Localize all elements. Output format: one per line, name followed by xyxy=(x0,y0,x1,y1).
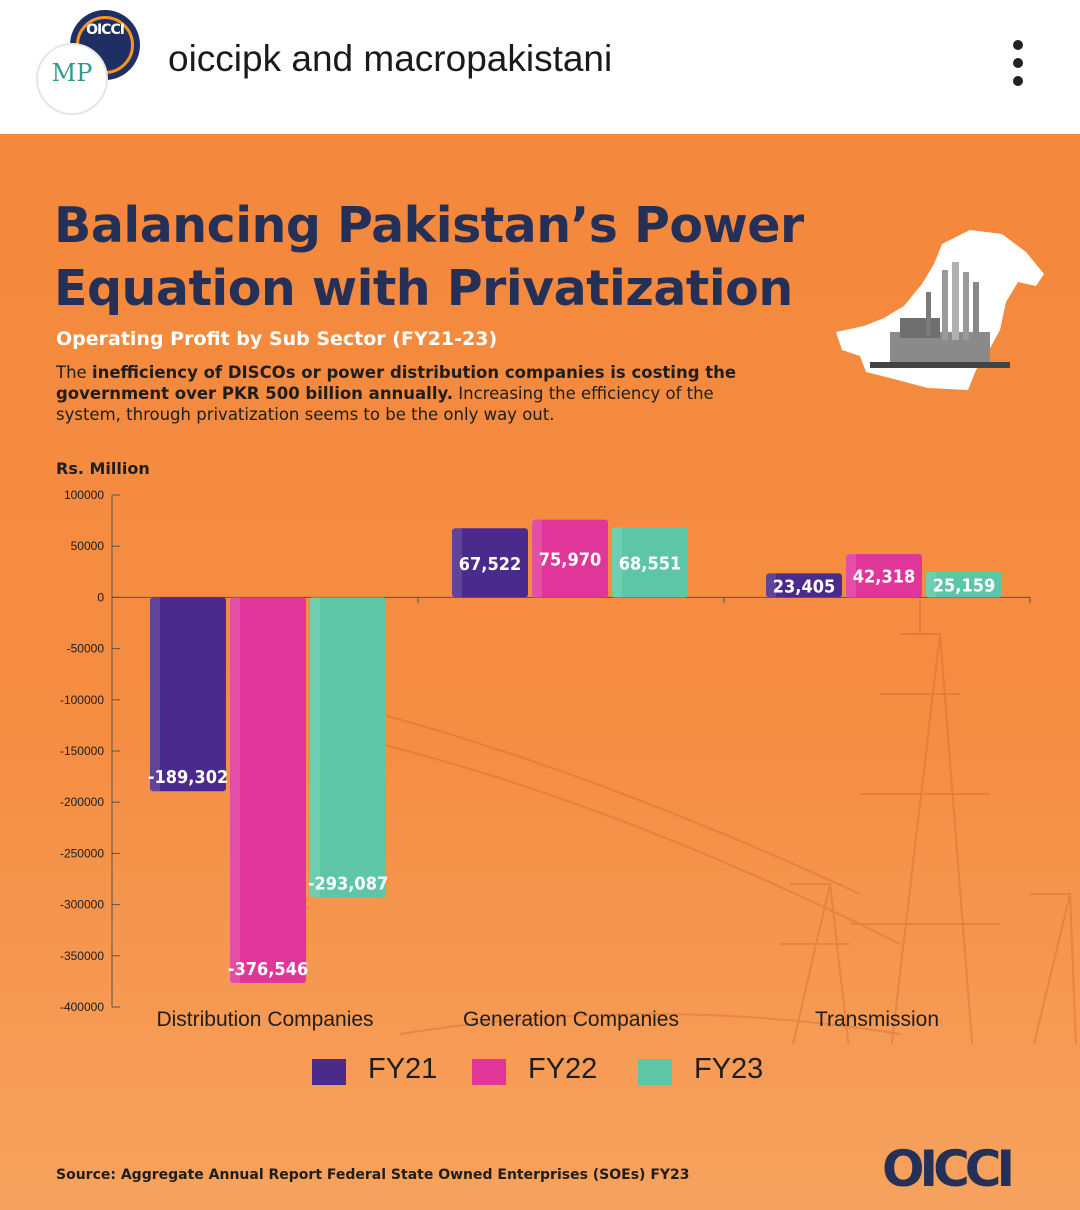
bar-value-label: 75,970 xyxy=(539,550,602,571)
legend-label: FY21 xyxy=(368,1053,438,1085)
legend-label: FY23 xyxy=(694,1053,764,1085)
more-dot xyxy=(1013,58,1023,68)
desc-bold: inefficiency of DISCOs or power distribu… xyxy=(56,363,737,403)
y-tick-label: -50000 xyxy=(67,642,105,656)
desc-pre: The xyxy=(56,363,92,382)
y-tick-label: -250000 xyxy=(60,846,104,860)
bar-value-label: 25,159 xyxy=(933,576,996,597)
x-axis-labels: Distribution Companies Generation Compani… xyxy=(156,1008,939,1031)
bar-highlight xyxy=(532,519,542,598)
y-tick-label: 50000 xyxy=(71,539,105,553)
bar-highlight xyxy=(926,571,936,598)
more-dot xyxy=(1013,76,1023,86)
legend-swatch xyxy=(472,1059,506,1085)
bar-value-label: -376,546 xyxy=(228,959,308,980)
chart-legend: FY21 FY22 FY23 xyxy=(312,1053,782,1093)
bar-highlight xyxy=(612,527,622,598)
y-tick-label: -200000 xyxy=(60,795,104,809)
avatar-secondary-text: MP xyxy=(51,59,93,87)
y-tick-label: -400000 xyxy=(60,1000,104,1014)
y-tick-label: -100000 xyxy=(60,693,104,707)
post-header: OICCI MP oiccipk and macropakistani xyxy=(0,0,1080,134)
bar-value-label: 42,318 xyxy=(853,567,916,588)
y-tick-label: 0 xyxy=(97,590,104,604)
x-category-label: Generation Companies xyxy=(463,1008,679,1031)
y-tick-label: -350000 xyxy=(60,949,104,963)
bar-fy23-2 xyxy=(926,571,1002,598)
bar-fy22-1 xyxy=(532,519,608,598)
pylon-background xyxy=(379,594,1078,1044)
account-link-secondary[interactable]: macropakistani xyxy=(363,38,613,79)
bar-chart: 100000 50000 0 -50000 -100000 -150000 -200000 -… xyxy=(60,488,1078,1044)
avatar-primary-text: OICCI xyxy=(86,22,125,38)
bar-highlight xyxy=(150,597,160,792)
x-category-label: Distribution Companies xyxy=(156,1008,373,1031)
y-axis-unit-label: Rs. Million xyxy=(56,459,150,478)
desc-post: Increasing the efficiency of the system,… xyxy=(56,384,714,424)
bar-highlight xyxy=(230,597,240,983)
pakistan-map-icon xyxy=(836,230,1044,390)
bar-value-label: -293,087 xyxy=(308,874,388,895)
source-note: Source: Aggregate Annual Report Federal … xyxy=(56,1167,690,1183)
title-line-2: Equation with Privatization xyxy=(54,260,793,317)
y-tick-label: -150000 xyxy=(60,744,104,758)
bar-series: -189,302 -376,546 -293,087 67,522 75,970 68,5… xyxy=(148,519,1002,983)
title-line-1: Balancing Pakistan’s Power xyxy=(54,197,804,254)
bar-fy21-2 xyxy=(766,573,842,598)
bar-highlight xyxy=(846,554,856,598)
bar-fy22-0 xyxy=(230,597,306,983)
account-joiner: and xyxy=(281,38,364,79)
account-names: oiccipk and macropakistani xyxy=(168,38,612,80)
bar-fy23-1 xyxy=(612,527,688,598)
poster-title: Balancing Pakistan’s Power Equation with… xyxy=(54,194,804,320)
y-axis: 100000 50000 0 -50000 -100000 -150000 -200000 -… xyxy=(60,488,1031,1014)
legend-label: FY22 xyxy=(528,1053,598,1085)
oicci-logo: OICCI xyxy=(882,1140,1015,1198)
account-link-primary[interactable]: oiccipk xyxy=(168,38,282,79)
poster-subtitle: Operating Profit by Sub Sector (FY21-23) xyxy=(56,328,498,350)
y-tick-label: -300000 xyxy=(60,898,104,912)
bar-value-label: 68,551 xyxy=(619,553,682,574)
bar-value-label: -189,302 xyxy=(148,767,228,788)
y-tick-label: 100000 xyxy=(64,488,104,502)
bar-value-label: 67,522 xyxy=(459,554,522,575)
poster-description: The inefficiency of DISCOs or power dist… xyxy=(56,362,746,425)
more-dot xyxy=(1013,40,1023,50)
legend-swatch xyxy=(312,1059,346,1085)
bar-value-label: 23,405 xyxy=(773,576,836,597)
mp-avatar[interactable]: MP xyxy=(36,43,108,115)
bar-fy23-0 xyxy=(310,597,386,898)
bar-highlight xyxy=(766,573,776,598)
bar-fy21-1 xyxy=(452,528,528,598)
infographic-poster: Balancing Pakistan’s Power Equation with… xyxy=(0,134,1080,1210)
more-vertical-icon[interactable] xyxy=(1004,38,1032,88)
bar-highlight xyxy=(452,528,462,598)
bar-fy21-0 xyxy=(150,597,226,792)
bar-highlight xyxy=(310,597,320,898)
legend-swatch xyxy=(638,1059,672,1085)
bar-fy22-2 xyxy=(846,554,922,598)
x-category-label: Transmission xyxy=(815,1008,939,1031)
map-shape xyxy=(836,230,1044,390)
power-plant-icon xyxy=(870,262,1010,368)
